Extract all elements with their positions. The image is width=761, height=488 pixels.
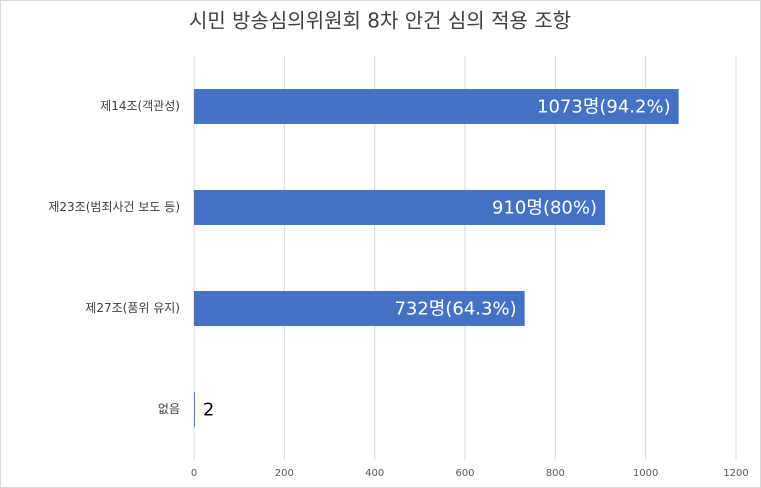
bar — [194, 392, 195, 427]
x-tick-label: 400 — [365, 468, 384, 479]
y-tick-label: 제27조(품위 유지) — [85, 301, 180, 315]
x-tick-label: 800 — [546, 468, 565, 479]
bar — [194, 190, 606, 225]
value-label: 2 — [203, 400, 214, 421]
value-label: 910명(80%) — [492, 198, 597, 219]
value-label: 732명(64.3%) — [394, 299, 516, 320]
x-tick-label: 1000 — [633, 468, 658, 479]
y-tick-label: 없음 — [158, 402, 180, 416]
y-tick-label: 제14조(객관성) — [100, 99, 180, 113]
chart-title: 시민 방송심의위원회 8차 안건 심의 적용 조항 — [189, 9, 571, 33]
bar — [194, 291, 525, 326]
x-tick-label: 1200 — [723, 468, 748, 479]
bar — [194, 89, 679, 124]
value-label: 1073명(94.2%) — [537, 97, 671, 118]
x-tick-label: 0 — [191, 468, 197, 479]
x-tick-label: 600 — [455, 468, 474, 479]
x-tick-label: 200 — [275, 468, 294, 479]
y-tick-label: 제23조(범죄사건 보도 등) — [48, 200, 180, 214]
